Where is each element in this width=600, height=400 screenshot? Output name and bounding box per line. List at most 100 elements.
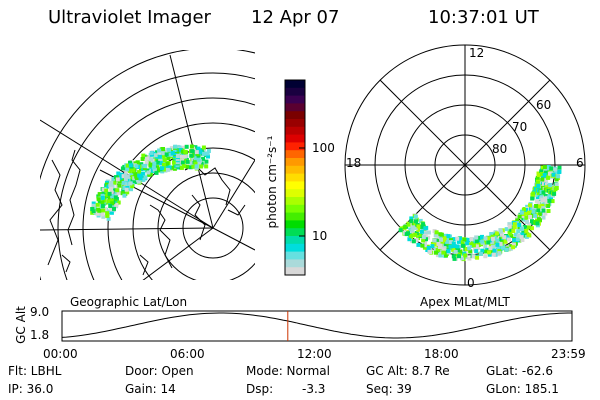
aurora-pixel <box>409 216 414 221</box>
aurora-pixel <box>109 190 114 195</box>
aurora-pixel <box>524 208 529 212</box>
colorbar-unit-label: photon cm⁻²s⁻¹ <box>265 135 279 229</box>
aurora-pixel <box>539 169 544 174</box>
aurora-pixel <box>136 178 141 183</box>
aurora-pixel <box>501 245 505 250</box>
aurora-pixel <box>402 225 407 230</box>
aurora-pixel <box>121 174 126 179</box>
aurora-pixel <box>530 226 534 231</box>
aurora-pixel <box>530 196 535 201</box>
aurora-pixel <box>124 169 129 174</box>
altitude-ylabel: GC Alt <box>14 306 28 344</box>
aurora-pixel <box>543 211 548 216</box>
aurora-pixel <box>201 156 206 161</box>
aurora-pixel <box>199 161 204 166</box>
aurora-pixel <box>175 157 180 162</box>
colorbar-stripe <box>285 95 305 104</box>
aurora-pixel <box>546 203 551 208</box>
aurora-pixel <box>179 154 184 159</box>
colorbar-stripe <box>285 150 305 159</box>
aurora-pixel <box>406 222 411 227</box>
aurora-pixel <box>435 253 440 258</box>
aurora-pixel <box>428 250 433 254</box>
aurora-pixel <box>96 197 101 202</box>
aurora-pixel <box>153 153 158 158</box>
aurora-pixel <box>546 209 551 213</box>
aurora-pixel <box>517 223 522 227</box>
aurora-pixel <box>497 251 502 256</box>
aurora-pixel <box>466 238 470 242</box>
aurora-pixel <box>419 229 424 234</box>
aurora-pixel <box>416 242 421 247</box>
aurora-pixel <box>101 214 106 219</box>
aurora-pixel <box>550 199 555 204</box>
aurora-pixel <box>180 160 185 165</box>
aurora-pixel <box>408 227 413 232</box>
aurora-pixel <box>122 186 127 190</box>
aurora-pixel <box>100 193 105 198</box>
aurora-pixel <box>522 225 527 229</box>
aurora-pixel <box>436 234 441 239</box>
aurora-pixel <box>430 244 435 249</box>
aurora-pixel <box>507 237 511 242</box>
aurora-pixel <box>91 203 96 208</box>
aurora-pixel <box>541 215 546 220</box>
aurora-pixel <box>122 193 127 198</box>
aurora-pixel <box>165 161 170 166</box>
aurora-pixel <box>542 173 547 177</box>
aurora-pixel <box>184 144 189 149</box>
aurora-pixel <box>535 195 540 200</box>
aurora-pixel <box>508 231 513 236</box>
aurora-pixel <box>432 238 437 243</box>
altitude-ytick-1-8: 1.8 <box>30 328 50 342</box>
aurora-pixel <box>162 167 167 172</box>
aurora-pixel <box>115 188 120 193</box>
colorbar-stripe <box>285 259 305 268</box>
aurora-pixel <box>121 177 126 182</box>
aurora-pixel <box>137 170 142 175</box>
aurora-pixel <box>525 220 529 224</box>
aurora-pixel <box>512 238 517 243</box>
aurora-pixel <box>172 154 177 159</box>
aurora-pixel <box>108 204 113 208</box>
aurora-pixel <box>173 144 178 149</box>
aurora-pixel <box>504 227 509 232</box>
aurora-pixel <box>435 248 440 252</box>
aurora-pixel <box>143 163 148 168</box>
aurora-pixel <box>480 248 485 253</box>
aurora-pixel <box>554 182 559 187</box>
aurora-pixel <box>457 254 461 259</box>
aurora-pixel <box>540 198 545 203</box>
aurora-pixel <box>523 217 528 222</box>
colorbar-stripe <box>285 181 305 190</box>
aurora-pixel <box>148 172 153 177</box>
aurora-pixel <box>157 154 162 159</box>
aurora-pixel <box>515 216 520 220</box>
aurora-pixel <box>441 250 446 255</box>
aurora-pixel <box>426 235 431 240</box>
app-title: Ultraviolet Imager <box>48 7 211 28</box>
aurora-pixel <box>411 239 416 244</box>
aurora-pixel <box>423 231 428 236</box>
aurora-pixel <box>529 205 534 210</box>
colorbar-stripe <box>285 220 305 229</box>
aurora-pixel <box>479 251 483 256</box>
latitude-grid <box>40 50 255 280</box>
aurora-pixel <box>193 145 198 150</box>
aurora-pixel <box>444 253 448 258</box>
aurora-pixel <box>465 241 470 246</box>
aurora-pixel <box>507 222 512 227</box>
aurora-pixel <box>483 249 488 254</box>
aurora-pixel <box>133 180 138 184</box>
aurora-pixel <box>176 151 181 156</box>
gc-alt-status: GC Alt: 8.7 Re <box>366 364 450 378</box>
aurora-pixel <box>167 165 172 170</box>
aurora-pixel <box>109 186 114 191</box>
aurora-pixel <box>535 191 540 196</box>
aurora-pixel <box>118 175 123 180</box>
aurora-pixel <box>535 175 540 180</box>
aurora-pixel <box>108 183 113 188</box>
aurora-pixel <box>97 192 102 197</box>
aurora-pixel <box>498 241 503 246</box>
aurora-pixel <box>199 164 204 169</box>
